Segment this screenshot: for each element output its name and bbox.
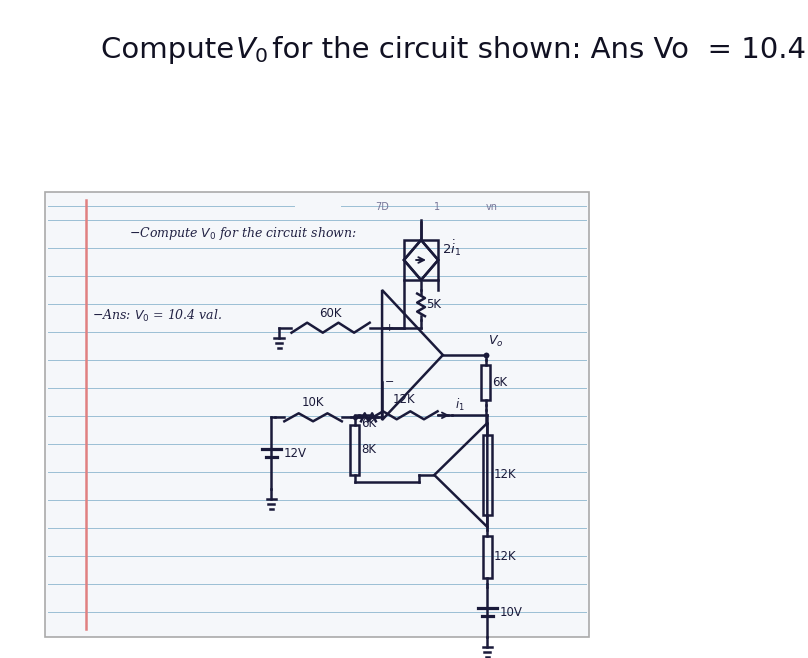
- Text: Compute: Compute: [101, 36, 244, 64]
- Text: +: +: [385, 322, 393, 333]
- Text: for the circuit shown: Ans Vo  = 10.4: for the circuit shown: Ans Vo = 10.4: [263, 36, 806, 64]
- Text: $V_0$: $V_0$: [235, 35, 269, 65]
- Text: 12V: 12V: [284, 447, 307, 460]
- Text: 60K: 60K: [319, 307, 342, 320]
- Text: 6K: 6K: [492, 376, 507, 389]
- Text: $i_1$: $i_1$: [455, 397, 465, 413]
- Text: 1: 1: [434, 202, 440, 212]
- Text: 12K: 12K: [392, 393, 415, 406]
- Text: 7D: 7D: [375, 202, 389, 212]
- Text: $-$Compute $V_0$ for the circuit shown:: $-$Compute $V_0$ for the circuit shown:: [128, 225, 356, 242]
- Text: $-$Ans: $V_0$ = 10.4 val.: $-$Ans: $V_0$ = 10.4 val.: [92, 308, 222, 324]
- Bar: [482, 365, 490, 399]
- Text: $2\dot{i}_1$: $2\dot{i}_1$: [442, 238, 461, 258]
- Text: 8K: 8K: [361, 443, 376, 456]
- FancyBboxPatch shape: [45, 192, 590, 637]
- Text: −: −: [385, 377, 393, 388]
- Text: 12K: 12K: [494, 551, 516, 563]
- Text: 10V: 10V: [500, 605, 523, 619]
- Text: $V_o$: $V_o$: [488, 334, 503, 349]
- Text: 6K: 6K: [361, 417, 376, 430]
- Bar: [351, 425, 359, 474]
- Text: 5K: 5K: [427, 298, 441, 311]
- Text: 12K: 12K: [494, 468, 516, 482]
- Text: 10K: 10K: [302, 396, 324, 409]
- Bar: [404, 240, 438, 280]
- Bar: [483, 436, 491, 515]
- Bar: [483, 536, 491, 578]
- Text: vn: vn: [486, 202, 497, 212]
